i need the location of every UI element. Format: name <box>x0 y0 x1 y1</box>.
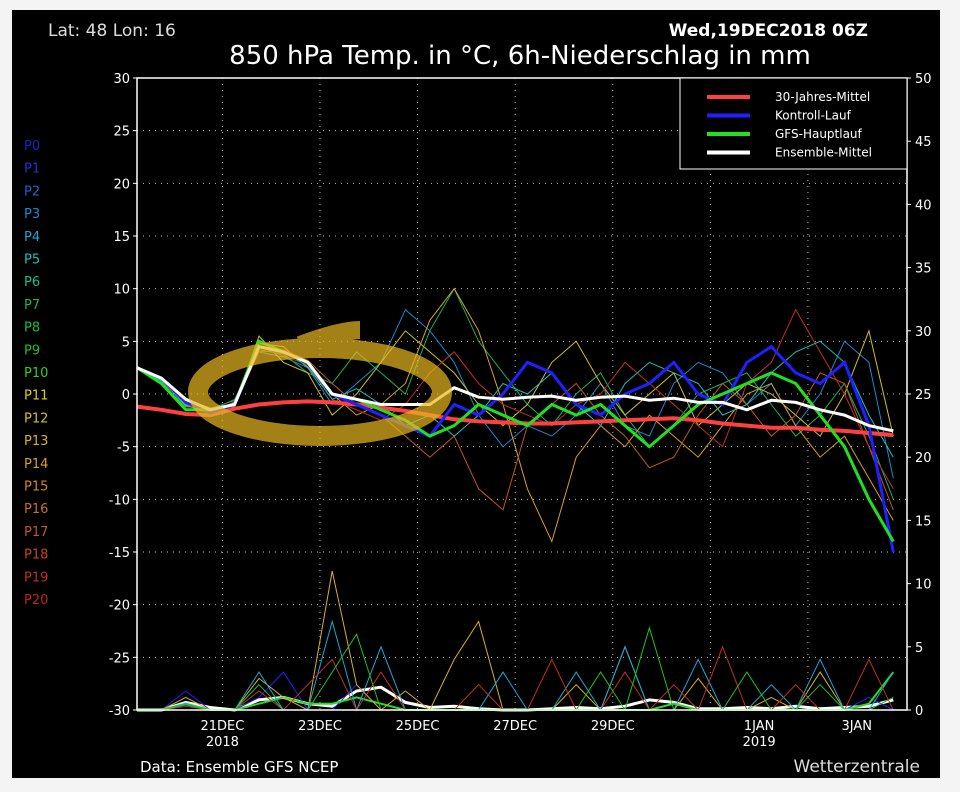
y2-tick-label: 50 <box>915 72 932 87</box>
member-label: P12 <box>24 411 48 426</box>
member-line <box>136 329 894 437</box>
member-label: P0 <box>24 139 40 154</box>
member-label: P4 <box>24 230 40 245</box>
member-label: P18 <box>24 548 48 563</box>
y2-tick-label: 15 <box>915 514 932 529</box>
x-tick-sublabel: 2019 <box>743 735 776 750</box>
x-tick-label: 3JAN <box>841 719 872 734</box>
y2-tick-label: 20 <box>915 451 932 466</box>
y-tick-label: -5 <box>117 441 130 456</box>
member-labels: P0 P1 P2 P3 P4 P5 P6 P7 P8 P9 P10 P11 P12 P13 P14 P15 P1… <box>24 139 48 608</box>
y-tick-label: 0 <box>122 388 130 403</box>
y-tick-label: -25 <box>109 651 130 666</box>
precip-line <box>137 570 894 711</box>
member-label: P1 <box>24 162 40 177</box>
brand-label: Wetterzentrale <box>794 757 920 777</box>
y2-tick-label: 45 <box>915 135 932 150</box>
series-line-30-jahres-mittel <box>136 399 894 438</box>
ensemble-chart: Lat: 48 Lon: 16 Wed,19DEC2018 06Z 850 hP… <box>24 21 932 777</box>
y-tick-label: -10 <box>109 493 130 508</box>
x-tick-label: 21DEC <box>200 719 244 734</box>
legend: 30-Jahres-Mittel Kontroll-Lauf GFS-Hauptla… <box>679 77 908 170</box>
axes: 302520151050-5-10-15-20-25-3050454035302… <box>109 72 932 750</box>
member-label: P19 <box>24 570 48 585</box>
run-label: Wed,19DEC2018 06Z <box>669 21 868 41</box>
legend-label: 30-Jahres-Mittel <box>775 90 870 104</box>
member-label: P2 <box>24 184 40 199</box>
member-label: P9 <box>24 343 40 358</box>
source-label: Data: Ensemble GFS NCEP <box>140 758 338 776</box>
chart-title: 850 hPa Temp. in °C, 6h-Niederschlag in … <box>229 41 811 71</box>
member-label: P17 <box>24 525 48 540</box>
member-label: P5 <box>24 253 40 268</box>
member-label: P3 <box>24 207 40 222</box>
member-label: P8 <box>24 321 40 336</box>
y-tick-label: 25 <box>113 125 130 140</box>
x-tick-label: 27DEC <box>493 719 537 734</box>
y-tick-label: -30 <box>109 704 130 719</box>
y-tick-label: 30 <box>113 72 130 87</box>
x-tick-label: 1JAN <box>744 719 775 734</box>
y2-tick-label: 30 <box>915 325 932 340</box>
legend-label: Kontroll-Lauf <box>775 109 852 123</box>
precip-line <box>137 619 894 712</box>
y2-tick-label: 0 <box>915 704 923 719</box>
x-tick-sublabel: 2018 <box>206 735 239 750</box>
chart-panel: Lat: 48 Lon: 16 Wed,19DEC2018 06Z 850 hP… <box>12 10 940 778</box>
member-label: P10 <box>24 366 48 381</box>
y-tick-label: 5 <box>122 335 130 350</box>
legend-label: GFS-Hauptlauf <box>775 127 863 141</box>
legend-label: Ensemble-Mittel <box>775 146 872 160</box>
member-label: P20 <box>24 593 48 608</box>
member-label: P11 <box>24 389 48 404</box>
y-tick-label: 20 <box>113 177 130 192</box>
y2-tick-label: 5 <box>915 641 923 656</box>
y-tick-label: 10 <box>113 283 130 298</box>
grid <box>137 78 907 710</box>
y2-tick-label: 40 <box>915 198 932 213</box>
precip-lines <box>137 570 895 712</box>
y-tick-label: -20 <box>109 599 130 614</box>
x-tick-label: 25DEC <box>396 719 440 734</box>
member-label: P16 <box>24 502 48 517</box>
y2-tick-label: 25 <box>915 388 932 403</box>
y2-tick-label: 35 <box>915 262 932 277</box>
x-tick-label: 29DEC <box>591 719 635 734</box>
member-label: P15 <box>24 480 48 495</box>
location-label: Lat: 48 Lon: 16 <box>48 21 176 41</box>
y-tick-label: -15 <box>109 546 130 561</box>
member-label: P7 <box>24 298 40 313</box>
highlight-annotation <box>188 321 452 446</box>
member-label: P14 <box>24 457 48 472</box>
plot-frame <box>136 77 908 711</box>
member-label: P13 <box>24 434 48 449</box>
y-tick-label: 15 <box>113 230 130 245</box>
x-tick-label: 23DEC <box>298 719 342 734</box>
y2-tick-label: 10 <box>915 578 932 593</box>
member-label: P6 <box>24 275 40 290</box>
